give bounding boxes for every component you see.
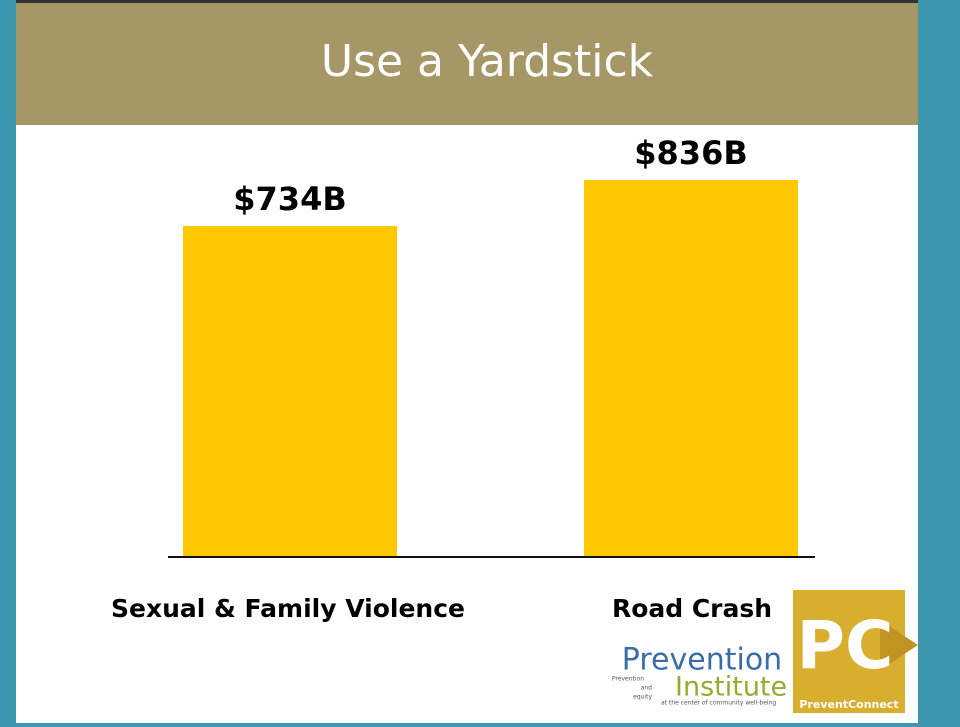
bar bbox=[584, 180, 798, 557]
logo-mark: PC bbox=[797, 607, 894, 684]
category-label: Sexual & Family Violence bbox=[111, 594, 465, 623]
logo-text: Institute bbox=[675, 672, 787, 703]
bar bbox=[183, 225, 397, 557]
value-label: $836B bbox=[634, 134, 747, 172]
category-label: Road Crash bbox=[612, 594, 772, 623]
logo-text: and bbox=[641, 685, 652, 692]
logo-arrow bbox=[880, 620, 918, 670]
logo-text: Prevention bbox=[612, 676, 644, 683]
logo-text: at the center of community well-being bbox=[661, 700, 776, 707]
value-label: $734B bbox=[233, 180, 346, 218]
chart-title: Use a Yardstick bbox=[321, 36, 654, 87]
prevention-institute-logo: Prevention Institute Prevention and equi… bbox=[612, 643, 787, 707]
preventconnect-logo: PC PreventConnect bbox=[793, 590, 918, 713]
top-border bbox=[16, 0, 918, 3]
logo-text: PreventConnect bbox=[799, 698, 898, 711]
logo-text: Prevention bbox=[622, 643, 782, 678]
title-band bbox=[16, 0, 918, 125]
logo-text: equity bbox=[633, 694, 652, 701]
